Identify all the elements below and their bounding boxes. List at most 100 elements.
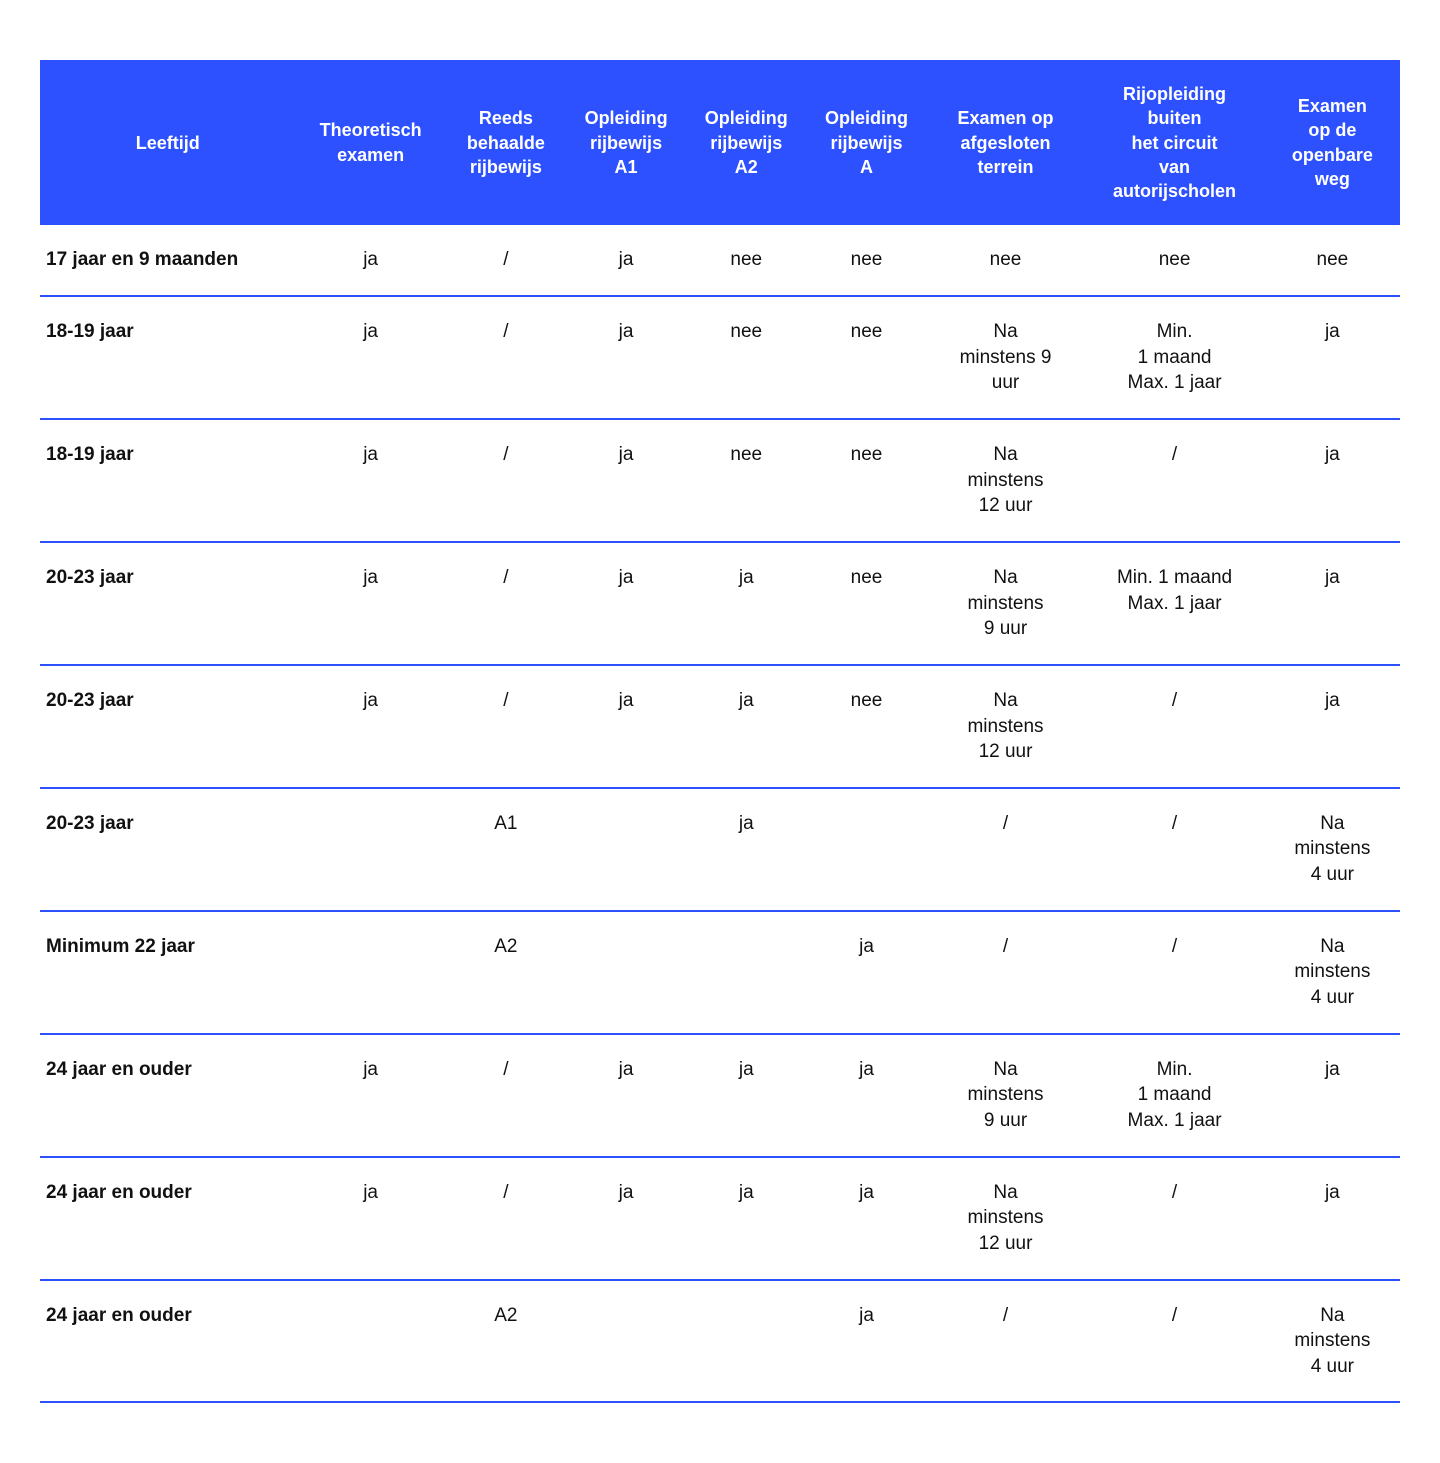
table-row: 24 jaar en ouderja/jajajaNa minstens 12 … — [40, 1157, 1400, 1280]
table-cell: Min. 1 maand Max. 1 jaar — [1084, 296, 1264, 419]
table: Leeftijd Theoretisch examen Reeds behaal… — [40, 60, 1400, 1403]
table-cell — [686, 1280, 806, 1403]
table-cell: nee — [1084, 225, 1264, 296]
table-cell: nee — [686, 419, 806, 542]
table-cell: ja — [1265, 665, 1400, 788]
table-header: Leeftijd Theoretisch examen Reeds behaal… — [40, 60, 1400, 225]
table-cell: ja — [295, 225, 445, 296]
table-cell: ja — [1265, 1034, 1400, 1157]
table-cell — [566, 911, 686, 1034]
table-row: 24 jaar en ouderA2ja//Na minstens 4 uur — [40, 1280, 1400, 1403]
table-cell: ja — [566, 1034, 686, 1157]
table-cell: nee — [686, 225, 806, 296]
table-row: 20-23 jaarA1ja//Na minstens 4 uur — [40, 788, 1400, 911]
table-cell: nee — [927, 225, 1085, 296]
table-cell: Na minstens 4 uur — [1265, 911, 1400, 1034]
age-cell: 24 jaar en ouder — [40, 1280, 295, 1403]
table-cell: Min. 1 maand Max. 1 jaar — [1084, 1034, 1264, 1157]
table-row: 18-19 jaarja/janeeneeNa minstens 12 uur/… — [40, 419, 1400, 542]
table-cell — [295, 911, 445, 1034]
table-cell: nee — [806, 296, 926, 419]
license-requirements-table: Leeftijd Theoretisch examen Reeds behaal… — [40, 60, 1400, 1403]
table-cell: / — [1084, 1280, 1264, 1403]
table-cell: Na minstens 4 uur — [1265, 788, 1400, 911]
column-header: Examen op de openbare weg — [1265, 60, 1400, 225]
table-cell: A2 — [446, 911, 566, 1034]
table-cell: / — [927, 788, 1085, 911]
table-cell: ja — [806, 1034, 926, 1157]
table-cell: ja — [566, 419, 686, 542]
table-cell: nee — [686, 296, 806, 419]
age-cell: 24 jaar en ouder — [40, 1034, 295, 1157]
table-cell: / — [927, 911, 1085, 1034]
table-cell: nee — [806, 665, 926, 788]
table-cell: / — [446, 296, 566, 419]
table-cell: / — [1084, 911, 1264, 1034]
age-cell: 20-23 jaar — [40, 665, 295, 788]
table-row: 20-23 jaarja/jajaneeNa minstens 9 uurMin… — [40, 542, 1400, 665]
table-cell — [295, 788, 445, 911]
column-header: Leeftijd — [40, 60, 295, 225]
age-cell: 18-19 jaar — [40, 419, 295, 542]
age-cell: 17 jaar en 9 maanden — [40, 225, 295, 296]
table-cell: Na minstens 9 uur — [927, 296, 1085, 419]
table-cell — [686, 911, 806, 1034]
table-cell: / — [446, 1034, 566, 1157]
table-cell: ja — [686, 788, 806, 911]
table-cell: ja — [566, 225, 686, 296]
table-cell: / — [446, 665, 566, 788]
table-cell: ja — [295, 1157, 445, 1280]
table-cell: ja — [1265, 419, 1400, 542]
column-header: Opleiding rijbewijs A2 — [686, 60, 806, 225]
table-cell: ja — [686, 542, 806, 665]
table-cell: ja — [686, 1034, 806, 1157]
column-header: Theoretisch examen — [295, 60, 445, 225]
table-cell: Min. 1 maand Max. 1 jaar — [1084, 542, 1264, 665]
table-cell: ja — [686, 665, 806, 788]
table-cell: Na minstens 9 uur — [927, 1034, 1085, 1157]
column-header: Opleiding rijbewijs A — [806, 60, 926, 225]
table-cell: / — [446, 419, 566, 542]
table-cell: ja — [295, 1034, 445, 1157]
table-cell: / — [446, 542, 566, 665]
table-cell: nee — [1265, 225, 1400, 296]
table-row: 17 jaar en 9 maandenja/janeeneeneeneenee — [40, 225, 1400, 296]
table-cell: A2 — [446, 1280, 566, 1403]
table-cell: ja — [566, 665, 686, 788]
table-cell: Na minstens 12 uur — [927, 419, 1085, 542]
table-cell: / — [446, 225, 566, 296]
table-row: 24 jaar en ouderja/jajajaNa minstens 9 u… — [40, 1034, 1400, 1157]
age-cell: Minimum 22 jaar — [40, 911, 295, 1034]
table-cell: ja — [566, 296, 686, 419]
column-header: Reeds behaalde rijbewijs — [446, 60, 566, 225]
age-cell: 20-23 jaar — [40, 788, 295, 911]
table-cell — [566, 1280, 686, 1403]
table-cell: / — [1084, 419, 1264, 542]
table-cell: Na minstens 4 uur — [1265, 1280, 1400, 1403]
table-cell: ja — [806, 1280, 926, 1403]
table-cell: ja — [1265, 1157, 1400, 1280]
table-cell: ja — [295, 296, 445, 419]
table-cell: ja — [295, 419, 445, 542]
table-cell: ja — [295, 665, 445, 788]
table-cell: nee — [806, 419, 926, 542]
table-cell: Na minstens 12 uur — [927, 1157, 1085, 1280]
age-cell: 18-19 jaar — [40, 296, 295, 419]
table-cell — [295, 1280, 445, 1403]
table-cell: / — [1084, 665, 1264, 788]
table-cell: nee — [806, 225, 926, 296]
table-cell: ja — [806, 911, 926, 1034]
table-row: 20-23 jaarja/jajaneeNa minstens 12 uur/j… — [40, 665, 1400, 788]
table-cell — [566, 788, 686, 911]
table-cell: / — [927, 1280, 1085, 1403]
age-cell: 20-23 jaar — [40, 542, 295, 665]
column-header: Rijopleiding buiten het circuit van auto… — [1084, 60, 1264, 225]
table-cell: / — [446, 1157, 566, 1280]
table-cell — [806, 788, 926, 911]
table-cell: / — [1084, 1157, 1264, 1280]
column-header: Examen op afgesloten terrein — [927, 60, 1085, 225]
table-cell: ja — [566, 542, 686, 665]
table-cell: ja — [295, 542, 445, 665]
table-body: 17 jaar en 9 maandenja/janeeneeneeneenee… — [40, 225, 1400, 1402]
table-cell: ja — [1265, 542, 1400, 665]
